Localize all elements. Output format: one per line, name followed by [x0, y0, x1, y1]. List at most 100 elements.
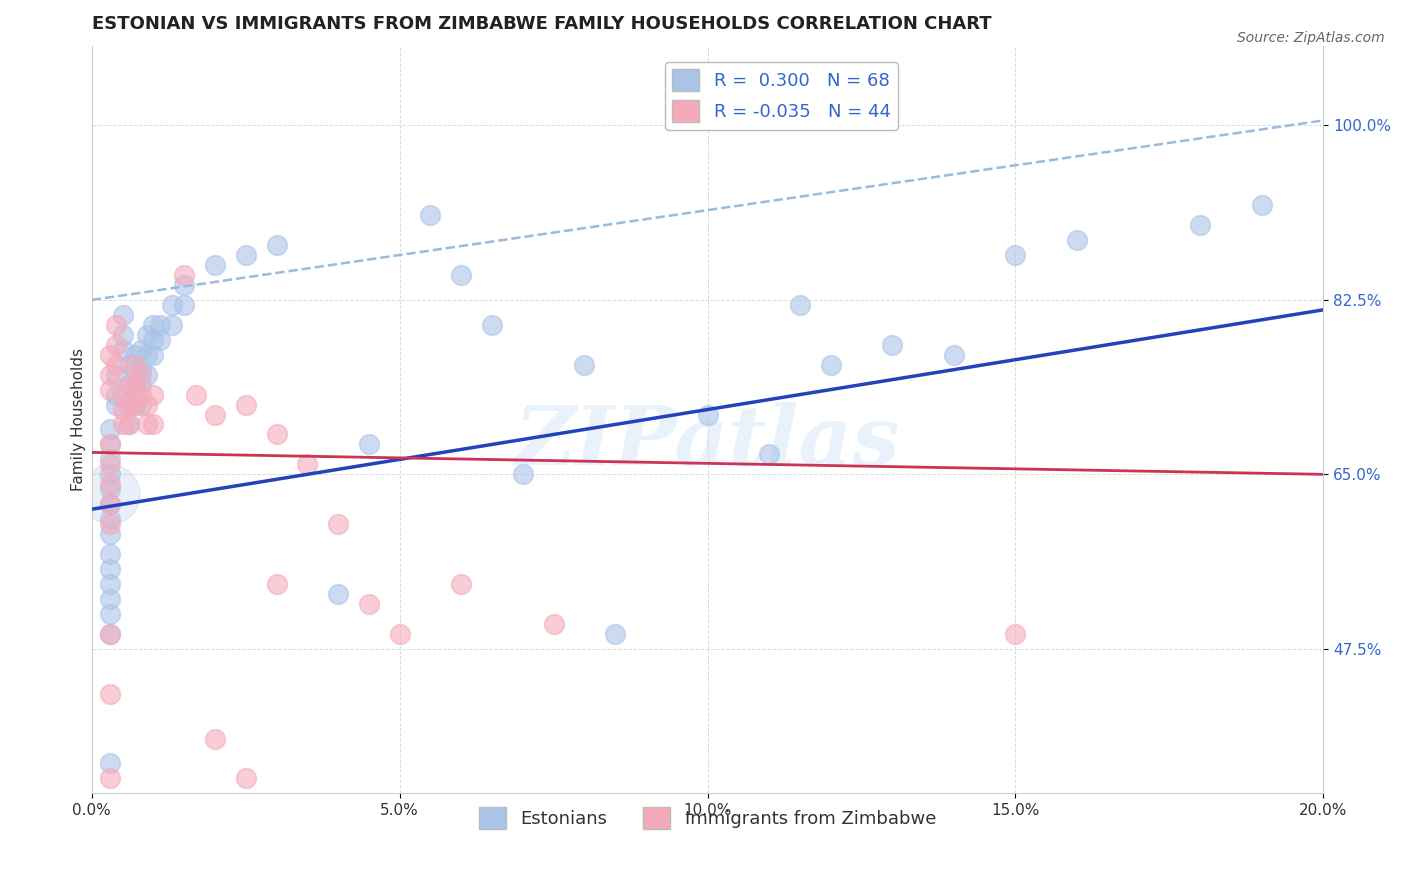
Point — [450, 577, 472, 591]
Point — [98, 383, 121, 397]
Point — [98, 517, 121, 532]
Point — [111, 343, 134, 357]
Point — [98, 591, 121, 606]
Point — [129, 343, 152, 357]
Point — [942, 348, 965, 362]
Point — [512, 467, 534, 482]
Point — [105, 387, 128, 401]
Point — [142, 333, 165, 347]
Point — [148, 333, 170, 347]
Point — [882, 337, 904, 351]
Point — [160, 298, 183, 312]
Point — [1066, 233, 1088, 247]
Point — [118, 377, 141, 392]
Point — [124, 398, 146, 412]
Point — [105, 398, 128, 412]
Point — [98, 487, 121, 501]
Point — [160, 318, 183, 332]
Point — [1004, 248, 1026, 262]
Text: ZIPatlas: ZIPatlas — [515, 402, 900, 482]
Point — [111, 327, 134, 342]
Point — [204, 408, 226, 422]
Point — [98, 577, 121, 591]
Point — [758, 447, 780, 461]
Point — [789, 298, 811, 312]
Text: ESTONIAN VS IMMIGRANTS FROM ZIMBABWE FAMILY HOUSEHOLDS CORRELATION CHART: ESTONIAN VS IMMIGRANTS FROM ZIMBABWE FAM… — [91, 15, 991, 33]
Point — [574, 358, 596, 372]
Point — [142, 387, 165, 401]
Point — [105, 318, 128, 332]
Point — [98, 422, 121, 436]
Point — [105, 368, 128, 382]
Point — [136, 417, 159, 432]
Point — [124, 398, 146, 412]
Point — [98, 497, 121, 511]
Point — [419, 208, 441, 222]
Point — [357, 597, 380, 611]
Point — [235, 248, 257, 262]
Text: Source: ZipAtlas.com: Source: ZipAtlas.com — [1237, 31, 1385, 45]
Point — [136, 327, 159, 342]
Point — [129, 377, 152, 392]
Point — [98, 527, 121, 541]
Point — [98, 497, 121, 511]
Point — [129, 398, 152, 412]
Point — [820, 358, 842, 372]
Point — [129, 387, 152, 401]
Point — [204, 731, 226, 746]
Point — [1250, 198, 1272, 212]
Point — [98, 437, 121, 451]
Point — [173, 268, 195, 282]
Point — [98, 368, 121, 382]
Point — [98, 512, 121, 526]
Point — [129, 368, 152, 382]
Point — [124, 362, 146, 376]
Point — [98, 437, 121, 451]
Point — [124, 377, 146, 392]
Point — [98, 458, 121, 472]
Point — [148, 318, 170, 332]
Point — [111, 402, 134, 417]
Point — [186, 387, 208, 401]
Point — [111, 417, 134, 432]
Point — [357, 437, 380, 451]
Point — [98, 687, 121, 701]
Point — [118, 358, 141, 372]
Point — [142, 348, 165, 362]
Point — [118, 398, 141, 412]
Point — [136, 368, 159, 382]
Point — [129, 362, 152, 376]
Point — [105, 358, 128, 372]
Point — [118, 417, 141, 432]
Point — [481, 318, 503, 332]
Point — [118, 377, 141, 392]
Point — [98, 562, 121, 576]
Point — [204, 258, 226, 272]
Point — [173, 277, 195, 292]
Point — [605, 627, 627, 641]
Point — [111, 387, 134, 401]
Point — [266, 238, 288, 252]
Point — [98, 756, 121, 771]
Point — [98, 348, 121, 362]
Point — [388, 627, 411, 641]
Point — [235, 398, 257, 412]
Point — [136, 348, 159, 362]
Point — [235, 772, 257, 786]
Point — [98, 477, 121, 491]
Point — [124, 358, 146, 372]
Point — [1189, 218, 1212, 232]
Point — [142, 318, 165, 332]
Point — [326, 517, 349, 532]
Point — [98, 483, 121, 497]
Point — [696, 408, 718, 422]
Point — [111, 308, 134, 322]
Point — [266, 427, 288, 442]
Point — [326, 587, 349, 601]
Point — [1004, 627, 1026, 641]
Legend: Estonians, Immigrants from Zimbabwe: Estonians, Immigrants from Zimbabwe — [471, 800, 943, 837]
Point — [105, 337, 128, 351]
Point — [118, 398, 141, 412]
Point — [98, 547, 121, 561]
Point — [98, 452, 121, 467]
